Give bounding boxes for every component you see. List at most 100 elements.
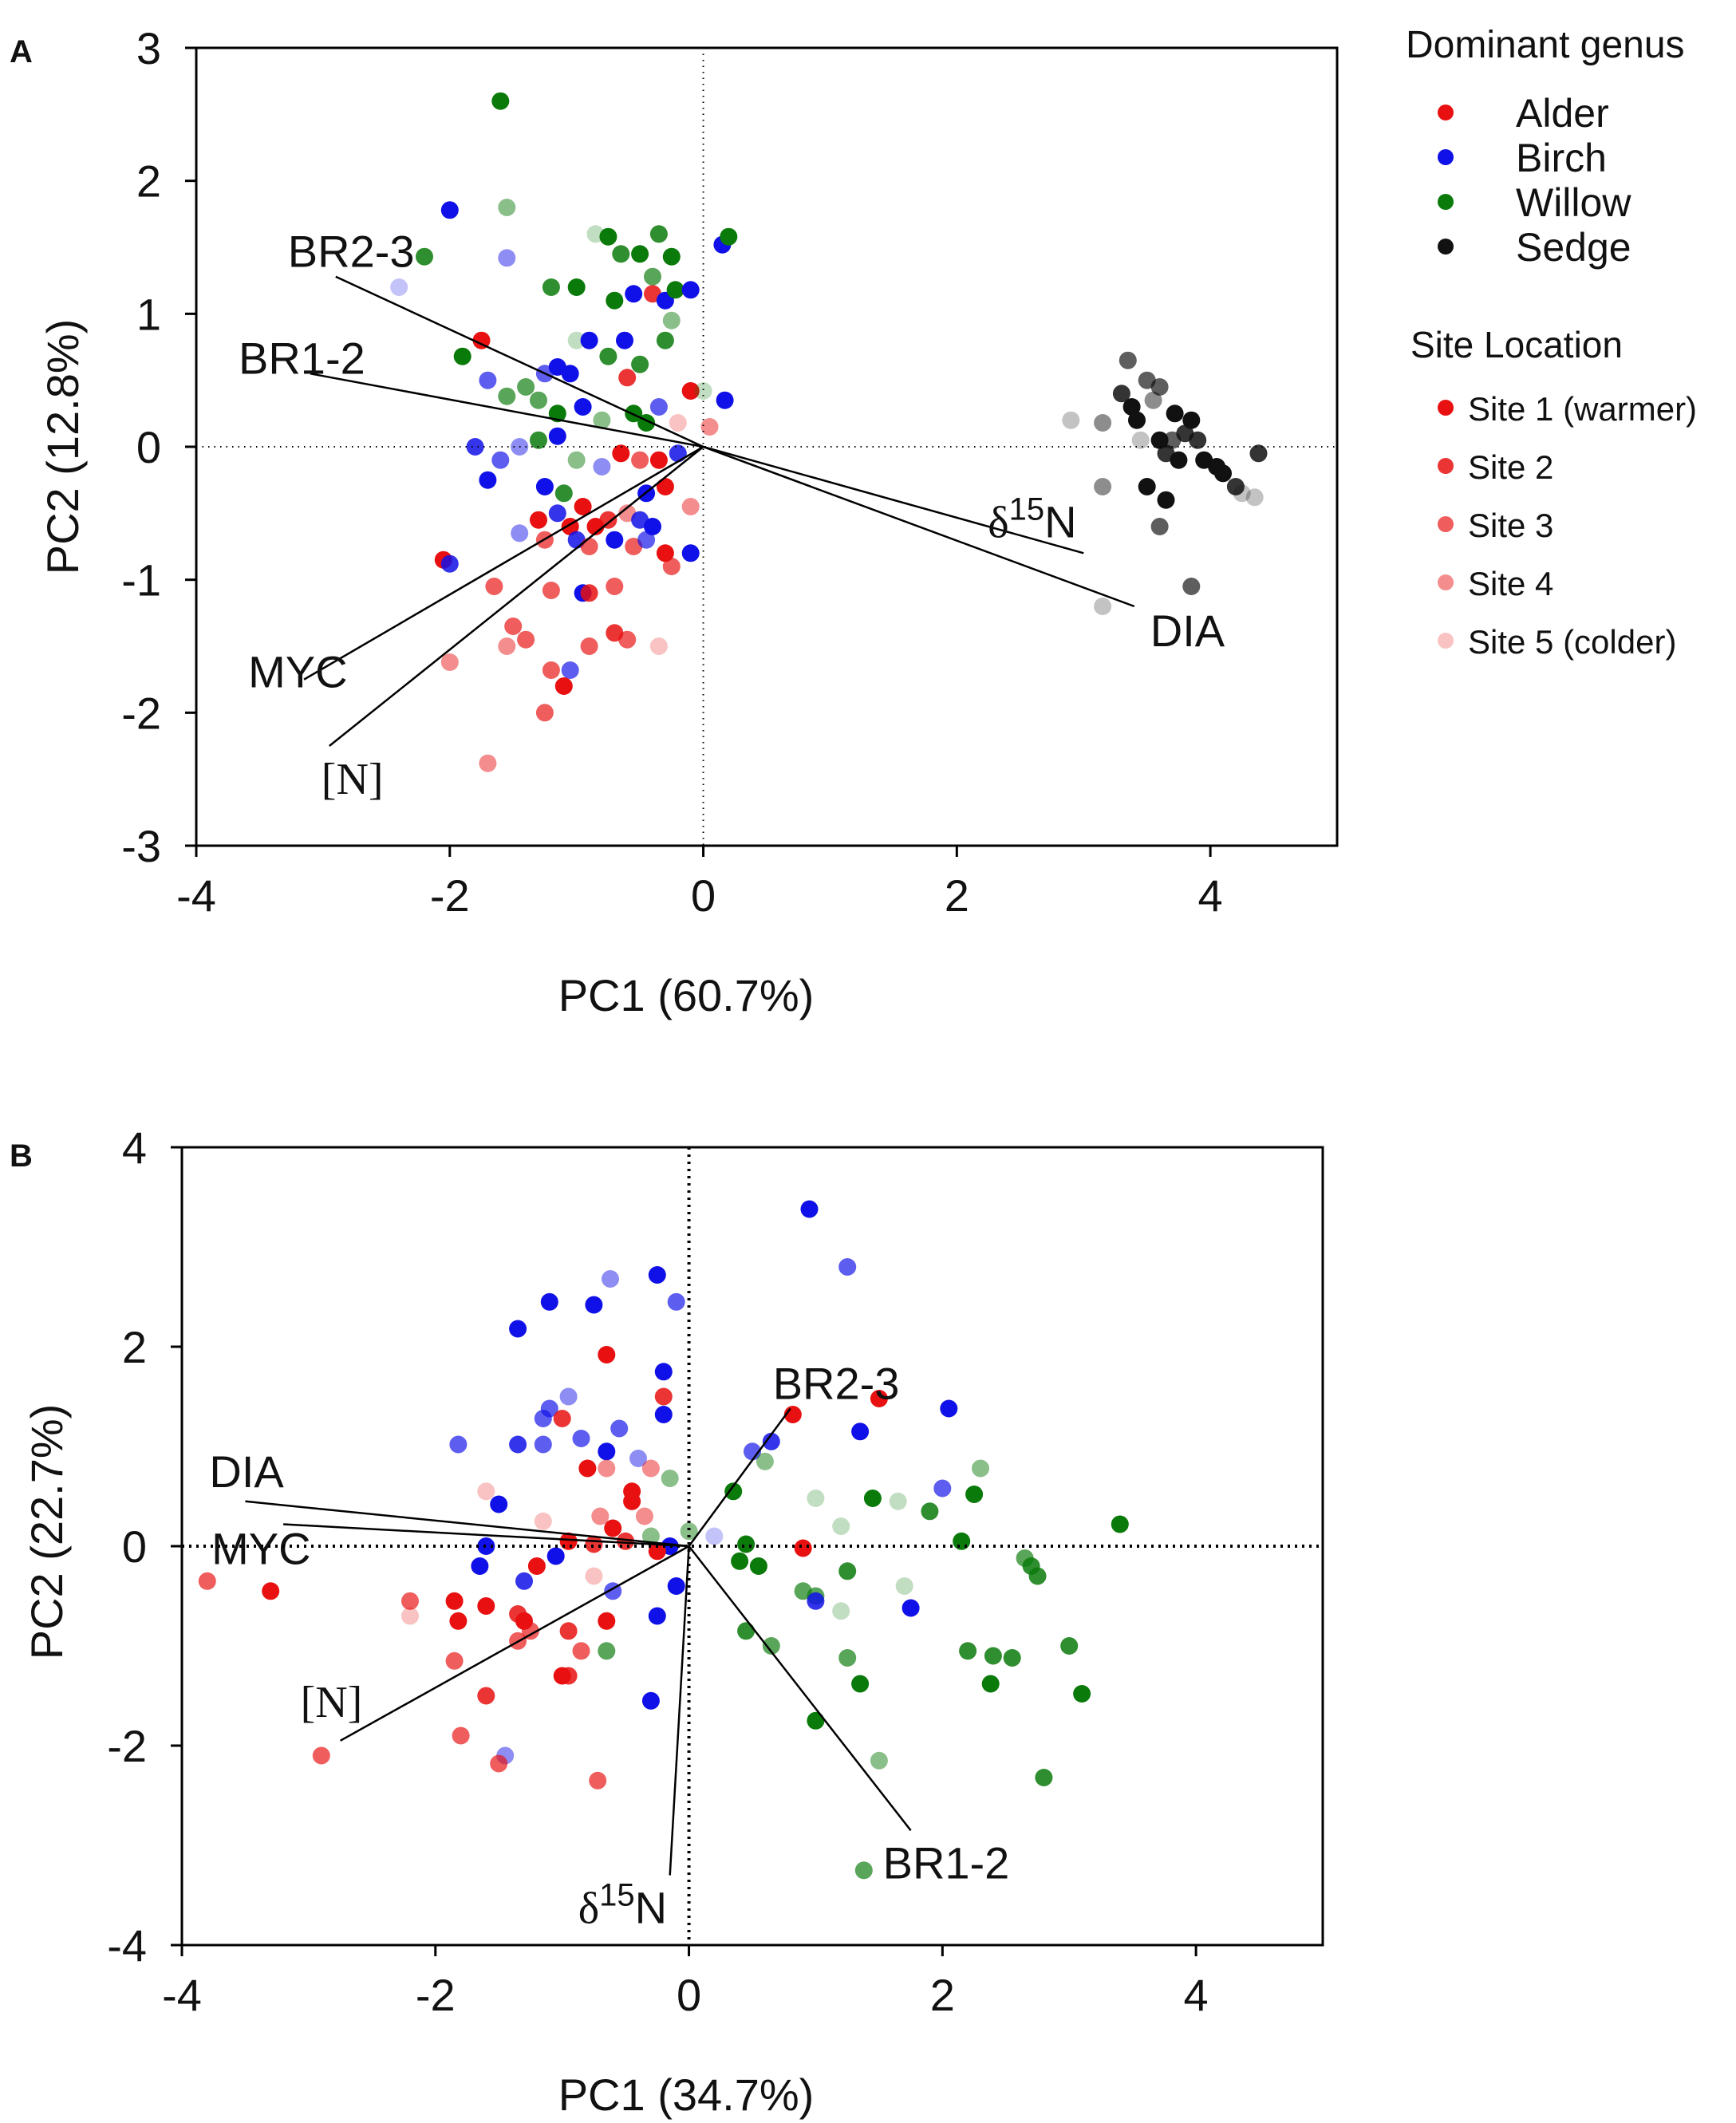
data-point-willow: [666, 281, 685, 299]
data-point-alder: [649, 451, 668, 469]
loading-vector-BR23: [335, 275, 704, 448]
data-point-birch: [940, 1399, 958, 1418]
data-point-willow: [921, 1502, 939, 1521]
panel-b-label: B: [10, 1138, 33, 1174]
data-point-alder: [580, 538, 598, 555]
data-point-birch: [616, 331, 633, 349]
vector-label: BR1-2: [239, 333, 365, 383]
panel-a: A BR2-3 BR1-2 MYC [N] δ15N DIA -4 -2 0 2 4 -3 -2 -1 0…: [10, 23, 1339, 1020]
data-point-alder: [449, 1612, 468, 1630]
loading-vector-N: [329, 446, 704, 747]
data-point-birch: [654, 1363, 673, 1381]
panel-b-points: [198, 1200, 1129, 1880]
data-point-sedge: [1189, 431, 1207, 449]
data-point-birch: [479, 471, 497, 489]
data-point-birch: [561, 365, 579, 383]
data-point-alder: [401, 1607, 419, 1625]
data-point-willow: [756, 1452, 774, 1470]
data-point-willow: [854, 1861, 873, 1880]
data-point-willow: [832, 1602, 850, 1620]
data-point-willow: [641, 1527, 660, 1545]
data-point-alder: [530, 511, 547, 529]
x-tick-label: -2: [416, 1970, 456, 2020]
data-point-willow: [749, 1557, 767, 1575]
data-point-alder: [641, 1459, 660, 1478]
data-point-willow: [731, 1552, 749, 1570]
data-point-birch: [561, 661, 579, 679]
loading-vector-15N: [669, 1545, 690, 1876]
data-point-willow: [1111, 1515, 1129, 1533]
data-point-birch: [515, 1572, 533, 1590]
data-point-alder: [612, 444, 630, 463]
data-point-willow: [724, 1482, 743, 1501]
data-point-sedge: [1094, 598, 1112, 615]
legend-genus-label: Sedge: [1516, 225, 1631, 270]
data-point-alder: [542, 582, 560, 599]
data-point-sedge: [1138, 478, 1156, 495]
data-point-sedge: [1214, 464, 1232, 483]
legend-genus-marker: [1438, 194, 1454, 210]
data-point-alder: [700, 418, 719, 436]
data-point-alder: [598, 1346, 616, 1363]
data-point-sedge: [1094, 414, 1112, 432]
data-point-alder: [527, 1557, 546, 1575]
data-point-willow: [959, 1642, 977, 1660]
data-point-birch: [602, 1270, 619, 1288]
panel-a-points: [390, 92, 1268, 772]
y-tick-label: 1: [136, 289, 161, 339]
data-point-birch: [390, 278, 408, 296]
data-point-sedge: [1119, 351, 1137, 369]
data-point-willow: [598, 1642, 616, 1660]
panel-b-xlabel: PC1 (34.7%): [558, 2070, 815, 2120]
data-point-alder: [599, 511, 617, 529]
y-tick-label: -4: [107, 1920, 147, 1971]
data-point-willow: [542, 278, 560, 296]
y-tick-label: 2: [122, 1322, 147, 1372]
data-point-willow: [694, 382, 712, 400]
legend-site-label: Site 2: [1468, 448, 1553, 486]
loading-vector-MYC: [303, 445, 704, 681]
vector-label: δ15N: [578, 1878, 667, 1934]
data-point-alder: [445, 1592, 464, 1610]
data-point-alder: [452, 1726, 470, 1745]
legend-genus-marker: [1438, 105, 1454, 120]
data-point-sedge: [1131, 431, 1150, 449]
legend-site-label: Site 5 (colder): [1468, 623, 1676, 661]
data-point-willow: [530, 431, 547, 449]
data-point-sedge: [1144, 391, 1162, 409]
legend-site-label: Site 3: [1468, 507, 1553, 544]
data-point-alder: [794, 1539, 812, 1557]
data-point-willow: [832, 1517, 850, 1535]
data-point-willow: [1035, 1769, 1053, 1786]
data-point-birch: [585, 1296, 603, 1314]
vector-label: MYC: [211, 1524, 310, 1574]
data-point-birch: [625, 285, 643, 303]
data-point-birch: [440, 201, 459, 219]
vector-label: BR2-3: [288, 227, 415, 277]
legend-genus-label: Alder: [1516, 91, 1609, 136]
y-tick-label: 0: [122, 1521, 147, 1572]
legend-site-marker: [1438, 574, 1454, 590]
data-point-birch: [902, 1599, 920, 1617]
data-point-alder: [517, 630, 535, 649]
x-tick-label: 4: [1198, 870, 1223, 921]
data-point-willow: [762, 1637, 780, 1655]
data-point-alder: [606, 578, 624, 595]
legend-site-marker: [1438, 516, 1454, 532]
data-point-birch: [535, 478, 554, 495]
data-point-willow: [1003, 1649, 1021, 1667]
data-point-birch: [580, 331, 598, 349]
data-point-alder: [312, 1746, 330, 1765]
y-tick-label: -3: [121, 821, 161, 871]
data-point-alder: [542, 661, 560, 679]
x-tick-label: 0: [677, 1970, 701, 2020]
data-point-alder: [585, 1535, 603, 1553]
data-point-alder: [649, 637, 668, 655]
panel-b-ylabel: PC2 (22.7%): [22, 1404, 72, 1660]
data-point-sedge: [1128, 411, 1146, 429]
data-point-alder: [521, 1622, 539, 1640]
loading-vector-MYC: [283, 1523, 689, 1548]
data-point-alder: [604, 1519, 622, 1537]
legend-site-marker: [1438, 633, 1454, 649]
